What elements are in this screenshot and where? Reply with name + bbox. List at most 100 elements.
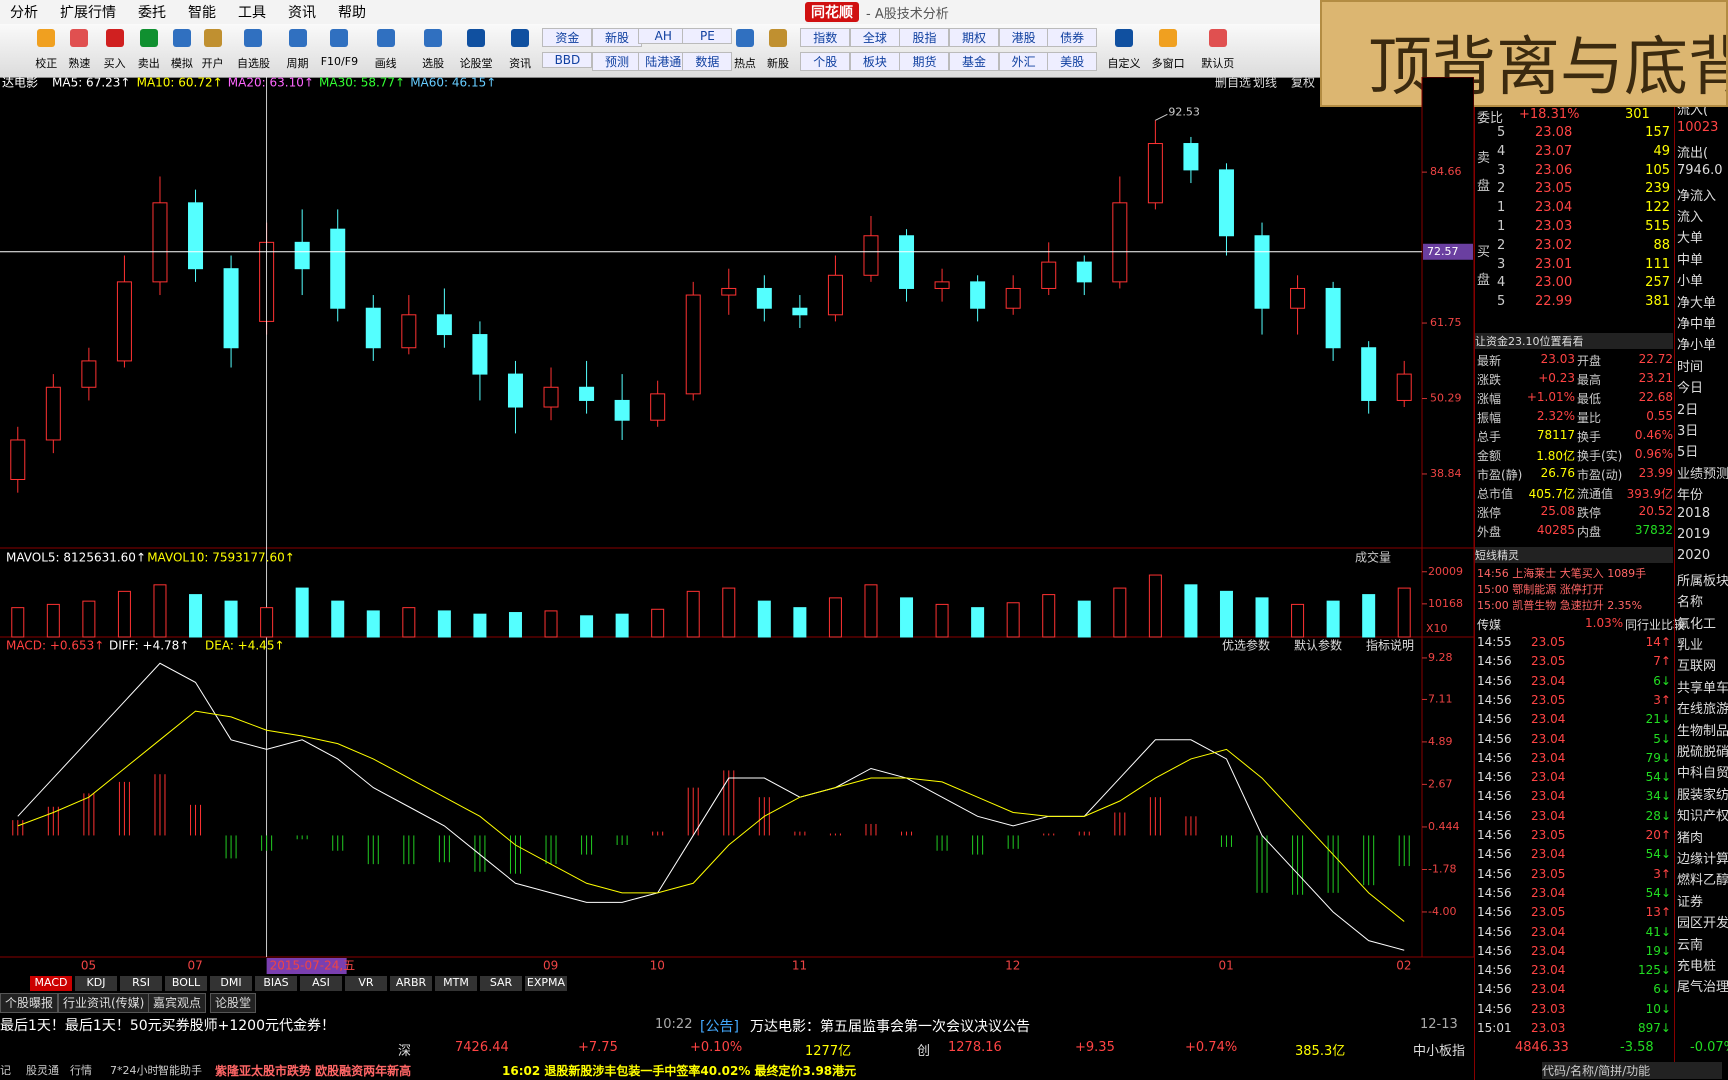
stat-label: 涨停 <box>1477 506 1502 520</box>
tick-volume: 6↓ <box>1653 673 1671 688</box>
indicator-tab[interactable]: EXPMA <box>525 976 567 991</box>
toolbar-button[interactable]: 自选股 <box>236 57 270 70</box>
tick-volume: 13↑ <box>1645 905 1671 920</box>
sub-tab[interactable]: 个股曝报 <box>0 993 59 1013</box>
tick-price: 23.04 <box>1531 963 1566 978</box>
toolbar-button[interactable]: 个股 <box>800 52 851 71</box>
toolbar-button[interactable]: 卖出 <box>137 57 160 70</box>
toolbar-button[interactable]: 港股 <box>998 28 1049 47</box>
toolbar-button[interactable]: 周期 <box>286 57 309 70</box>
toolbar-button[interactable]: 热点 <box>733 57 756 70</box>
indicator-tab[interactable]: ASI <box>300 976 342 991</box>
stat-label: 总手 <box>1477 430 1502 444</box>
toolbar-button[interactable]: 自定义 <box>1107 57 1141 70</box>
indicator-tab[interactable]: SAR <box>480 976 522 991</box>
toolbar-button[interactable]: 债券 <box>1047 28 1098 47</box>
indicator-tab[interactable]: DMI <box>210 976 252 991</box>
toolbar-button[interactable]: 选股 <box>422 57 445 70</box>
toolbar-button[interactable]: 校正 <box>35 57 58 70</box>
tick-volume: 897↓ <box>1638 1021 1671 1035</box>
toolbar-button[interactable]: 资讯 <box>509 57 532 70</box>
toolbar-button[interactable]: 熟速 <box>68 57 91 70</box>
volume-unit: X10 <box>1426 622 1448 635</box>
volume-bar <box>651 608 665 638</box>
tick-price: 23.04 <box>1531 847 1566 862</box>
toolbar-button[interactable]: 新股 <box>767 57 789 70</box>
tick-time: 14:56 <box>1477 712 1512 727</box>
toolbar-button[interactable]: 开户 <box>201 57 224 70</box>
side-item: 流入 <box>1677 210 1704 225</box>
toolbar-button[interactable]: AH <box>638 28 689 44</box>
news-time: 10:22 <box>655 1017 693 1032</box>
toolbar-button[interactable]: 买入 <box>103 57 126 70</box>
stats-header: 让资金23.10位置看看 <box>1475 333 1673 349</box>
toolbar-button[interactable]: 资金 <box>542 28 593 47</box>
tick-time: 14:56 <box>1477 750 1512 765</box>
ticks-header: 传媒 <box>1477 618 1502 632</box>
toolbar-icon <box>376 29 395 47</box>
level: 5 <box>1497 294 1506 310</box>
toolbar-button[interactable]: 模拟 <box>170 57 193 70</box>
toolbar-button[interactable]: 多窗口 <box>1151 57 1185 70</box>
toolbar-button[interactable]: 陆港通 <box>638 52 689 71</box>
side-item: 互联网 <box>1677 659 1717 675</box>
candle-body <box>1112 202 1128 283</box>
tick-price: 23.04 <box>1531 770 1566 785</box>
indicator-tab[interactable]: KDJ <box>75 976 117 991</box>
volume-bar <box>1006 602 1020 638</box>
tick-time: 14:56 <box>1477 828 1512 842</box>
candle-body <box>863 235 879 276</box>
toolbar-button[interactable]: 全球 <box>849 28 900 47</box>
toolbar-button[interactable]: 美股 <box>1047 52 1098 71</box>
volume-bar <box>153 584 167 638</box>
side-item: 7946.0 <box>1677 163 1723 179</box>
sub-tab[interactable]: 嘉宾观点 <box>148 993 207 1013</box>
toolbar-button[interactable]: 新股 <box>592 28 643 47</box>
date-box <box>266 958 347 974</box>
tick-price: 23.04 <box>1531 789 1566 804</box>
sub-tab[interactable]: 行业资讯(传媒) <box>58 993 150 1013</box>
indicator-tab[interactable]: MTM <box>435 976 477 991</box>
stat-label: 总市值 <box>1477 487 1514 501</box>
stat-label: 换手(实) <box>1577 449 1623 463</box>
toolbar-button[interactable]: 指数 <box>800 28 851 47</box>
volume-bar <box>971 607 985 638</box>
volume-legend: MAVOL5: 8125631.60↑ <box>6 551 146 565</box>
ticker-tool: 智能助手 <box>158 1064 202 1077</box>
candle-body <box>1041 261 1057 289</box>
toolbar-button[interactable]: 基金 <box>949 52 1000 71</box>
volume-bar <box>757 600 771 638</box>
sub-tab[interactable]: 论股堂 <box>210 993 257 1013</box>
indicator-tab[interactable]: VR <box>345 976 387 991</box>
candle-body <box>614 399 630 421</box>
toolbar-button[interactable]: 股指 <box>899 28 950 47</box>
toolbar-button[interactable]: 预测 <box>592 52 643 71</box>
indicator-tab[interactable]: BIAS <box>255 976 297 991</box>
volume-bar <box>1397 587 1411 638</box>
indicator-button: 指标说明 <box>1366 638 1414 653</box>
indicator-tab[interactable]: RSI <box>120 976 162 991</box>
toolbar-button[interactable]: 论股堂 <box>459 57 493 70</box>
indicator-tab[interactable]: ARBR <box>390 976 432 991</box>
side-item: 10023 <box>1677 120 1719 136</box>
tick-price: 23.04 <box>1531 982 1566 997</box>
side-item: 时间 <box>1677 359 1704 375</box>
tick-time: 14:56 <box>1477 982 1512 997</box>
toolbar-button[interactable]: 画线 <box>374 57 397 70</box>
toolbar-button[interactable]: PE <box>682 28 733 44</box>
toolbar-button[interactable]: BBD <box>542 52 593 68</box>
side-item: 共享单车 <box>1677 680 1728 696</box>
toolbar-button[interactable]: F10/F9 <box>320 55 359 68</box>
toolbar-button[interactable]: 数据 <box>682 52 733 71</box>
tick-time: 14:56 <box>1477 808 1512 823</box>
toolbar-button[interactable]: 外汇 <box>998 52 1049 71</box>
toolbar-button[interactable]: 期货 <box>899 52 950 71</box>
toolbar-button[interactable]: 板块 <box>849 52 900 71</box>
toolbar-button[interactable]: 期权 <box>949 28 1000 47</box>
level: 1 <box>1497 219 1506 234</box>
indicator-tab[interactable]: MACD <box>30 976 72 991</box>
window-title: - A股技术分析 <box>866 7 949 22</box>
toolbar-button[interactable]: 默认页 <box>1201 57 1235 70</box>
x-tick-label: 07 <box>188 959 203 973</box>
indicator-tab[interactable]: BOLL <box>165 976 207 991</box>
